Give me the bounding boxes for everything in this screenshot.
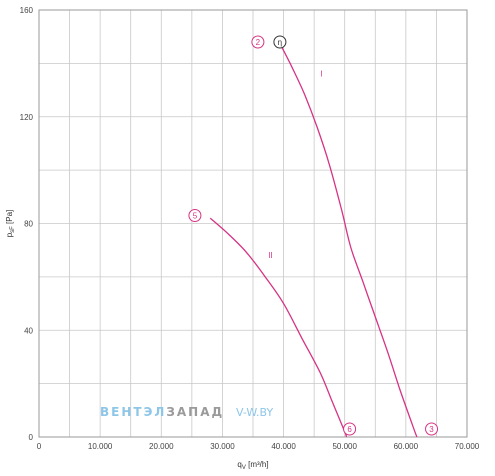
y-tick-label: 0 — [29, 433, 34, 442]
point-marker-label: 6 — [347, 425, 352, 434]
x-tick-label: 40.000 — [271, 442, 296, 451]
point-marker-label: 2 — [256, 38, 261, 47]
point-marker-label: 3 — [429, 425, 434, 434]
efficiency-marker — [273, 35, 287, 49]
point-marker-2 — [251, 35, 265, 49]
series-group: III — [209, 44, 418, 438]
watermark-part-1: ВЕНТЭЛ — [100, 405, 166, 419]
point-marker-6 — [343, 422, 357, 436]
x-tick-label: 50.000 — [332, 442, 357, 451]
axis-titles: qV [m³/h] psF [Pa] — [5, 210, 269, 471]
x-tick-label: 20.000 — [149, 442, 174, 451]
x-tick-label: 30.000 — [210, 442, 235, 451]
series-line-1 — [279, 44, 418, 438]
axes — [38, 9, 468, 438]
grid — [38, 9, 468, 438]
y-tick-label: 160 — [20, 6, 34, 15]
series-label-1: I — [320, 70, 322, 79]
watermark: ВЕНТЭЛЗАПАД V-W.BY — [100, 405, 273, 419]
watermark-part-3: V-W.BY — [236, 406, 273, 419]
point-marker-label: 5 — [193, 211, 198, 220]
series-line-2 — [209, 217, 348, 438]
point-marker-5 — [188, 208, 202, 222]
x-tick-label: 0 — [37, 442, 42, 451]
y-tick-label: 120 — [20, 113, 34, 122]
y-tick-label: 80 — [24, 220, 33, 229]
y-axis-title: psF [Pa] — [5, 210, 16, 238]
markers-group: 2 η 5 6 3 — [188, 35, 439, 436]
x-tick-label: 60.000 — [394, 442, 419, 451]
series-label-2: II — [268, 251, 272, 260]
x-axis-title: qV [m³/h] — [237, 460, 268, 471]
x-tick-label: 70.000 — [455, 442, 480, 451]
x-tick-label: 10.000 — [88, 442, 113, 451]
point-marker-3 — [425, 422, 439, 436]
plot-frame — [38, 9, 468, 438]
y-tick-label: 40 — [24, 326, 33, 335]
point-marker-label: η — [278, 38, 282, 47]
svg-text:ВЕНТЭЛЗАПАД: ВЕНТЭЛЗАПАД — [100, 405, 224, 419]
watermark-part-2: ЗАПАД — [166, 405, 224, 419]
y-tick-labels: 0 40 80 120 160 — [20, 6, 34, 442]
x-tick-labels: 0 10.000 20.000 30.000 40.000 50.000 60.000 70.… — [37, 442, 480, 451]
